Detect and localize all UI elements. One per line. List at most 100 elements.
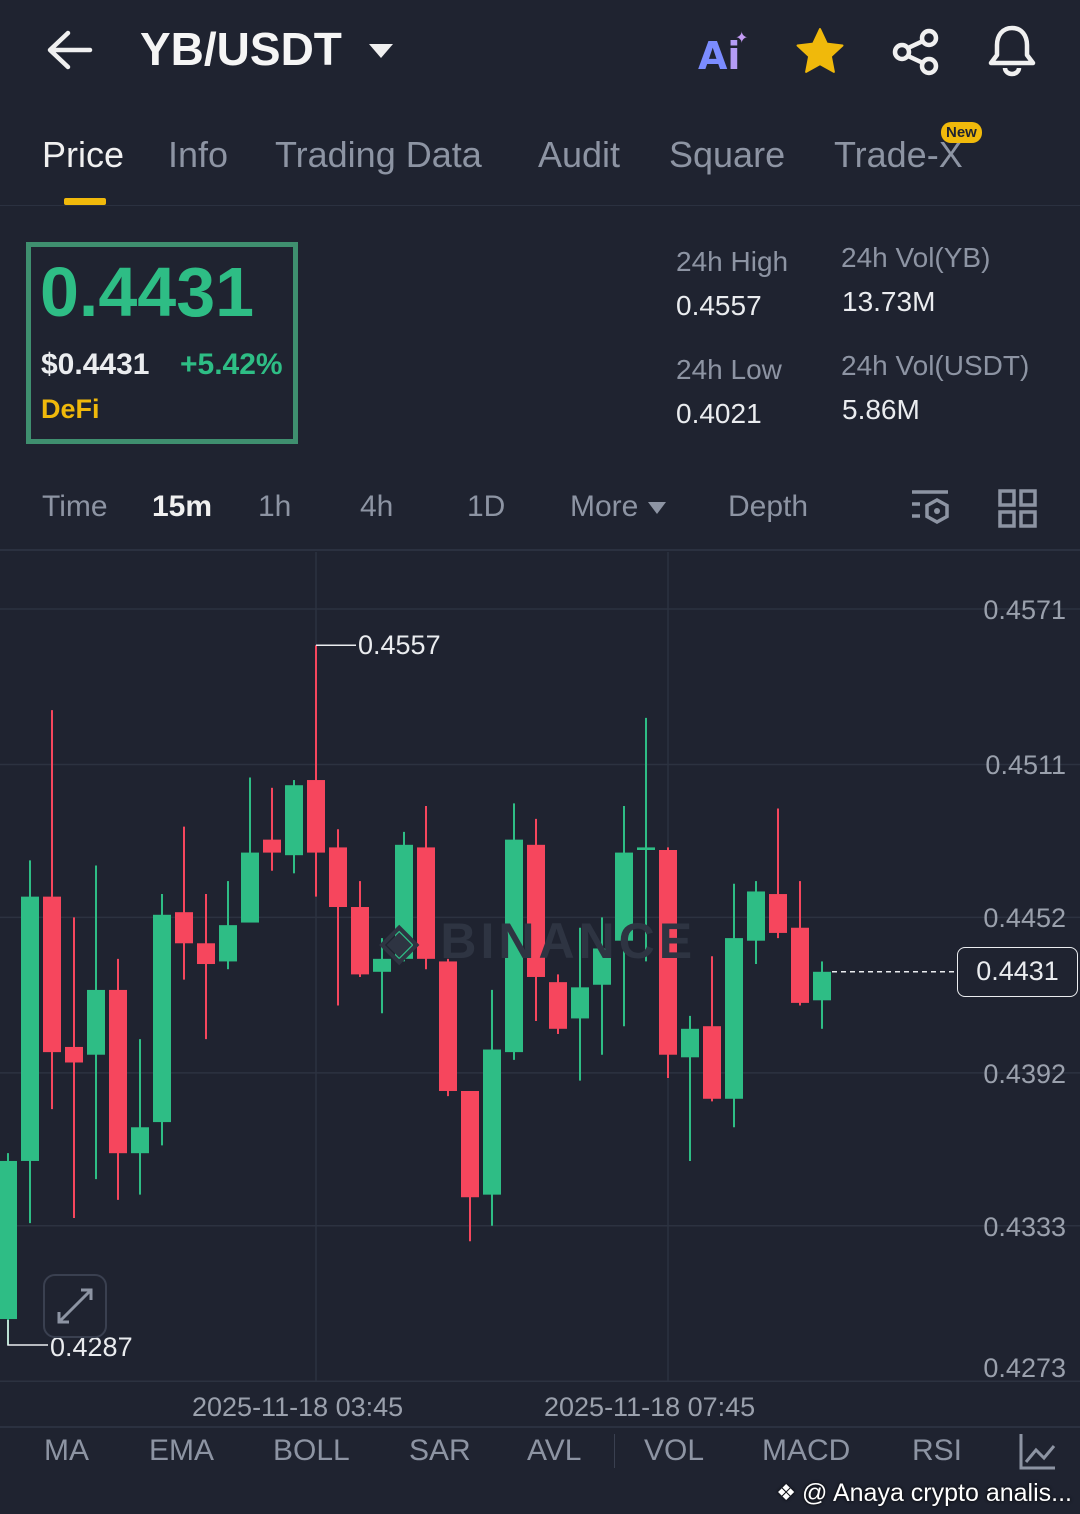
- indicator-avl[interactable]: AVL: [527, 1434, 582, 1467]
- candle-up: [747, 891, 765, 941]
- indicator-ema[interactable]: EMA: [149, 1434, 215, 1467]
- candle-down: [769, 894, 787, 933]
- candle-up: [813, 971, 831, 1001]
- ai-icon[interactable]: Ai ✦: [698, 28, 749, 78]
- x-tick-label: 2025-11-18 07:45: [544, 1392, 756, 1422]
- candle-up: [571, 987, 589, 1019]
- candle-down: [109, 989, 127, 1154]
- candle-up: [395, 844, 413, 959]
- tab-time[interactable]: Time: [42, 490, 108, 523]
- tab-price[interactable]: Price: [42, 134, 125, 175]
- tab-square[interactable]: Square: [669, 134, 786, 175]
- candle-down: [307, 780, 325, 853]
- expand-icon: [57, 1288, 93, 1324]
- layout-grid-icon[interactable]: [998, 489, 1038, 529]
- candle-down: [461, 1090, 479, 1198]
- price-highlight-box: [26, 242, 298, 444]
- candle-up: [505, 839, 523, 1053]
- y-tick-label: 0.4571: [983, 595, 1066, 625]
- watermark-logo: ◈ BINANCE: [380, 913, 697, 969]
- candlestick-chart[interactable]: [0, 552, 1080, 1382]
- candle-down: [197, 943, 215, 965]
- candle-down: [175, 912, 193, 944]
- candle-down: [549, 982, 567, 1029]
- candle-down: [527, 844, 545, 977]
- tab-1h[interactable]: 1h: [258, 490, 292, 523]
- y-tick-label: 0.4452: [983, 903, 1066, 934]
- vol-yb-label: 24h Vol(YB): [841, 242, 991, 273]
- new-badge: New: [941, 122, 982, 143]
- category-tag[interactable]: DeFi: [41, 394, 100, 424]
- current-price-tag: 0.4431: [957, 947, 1078, 997]
- vol-yb-value: 13.73M: [842, 286, 936, 317]
- candle-up: [483, 1049, 501, 1195]
- tab-1d[interactable]: 1D: [467, 490, 506, 523]
- candle-down: [43, 896, 61, 1053]
- y-tick-label: 0.4511: [985, 750, 1066, 781]
- indicator-vol[interactable]: VOL: [644, 1434, 705, 1467]
- candle-down: [791, 927, 809, 1003]
- candle-up: [615, 852, 633, 941]
- indicator-sar[interactable]: SAR: [409, 1434, 471, 1467]
- vol-usdt-value: 5.86M: [842, 394, 920, 425]
- candle-up: [131, 1127, 149, 1154]
- candle-up: [637, 847, 655, 851]
- vol-usdt-label: 24h Vol(USDT): [841, 350, 1030, 381]
- indicator-rsi[interactable]: RSI: [912, 1434, 963, 1467]
- high-value: 0.4557: [676, 290, 762, 321]
- watermark-diamond-icon: ❖: [776, 1480, 797, 1505]
- chevron-down-icon[interactable]: [368, 42, 394, 60]
- candle-up: [0, 1160, 17, 1320]
- bell-icon[interactable]: [986, 24, 1038, 78]
- watermark-text: @ Anaya crypto analis...: [802, 1479, 1072, 1507]
- candle-up: [681, 1028, 699, 1058]
- tab-more[interactable]: More: [570, 490, 667, 524]
- candle-down: [417, 847, 435, 959]
- candle-down: [263, 839, 281, 853]
- candle-up: [87, 989, 105, 1055]
- chart-settings-icon[interactable]: [910, 488, 954, 530]
- low-label: 24h Low: [676, 354, 782, 385]
- divider: [0, 549, 1080, 551]
- high-marker-label: 0.4557: [358, 630, 441, 660]
- candle-down: [329, 847, 347, 908]
- candle-up: [219, 925, 237, 962]
- active-tab-indicator: [64, 198, 106, 205]
- tab-info[interactable]: Info: [168, 134, 229, 175]
- back-arrow-icon: [47, 30, 93, 70]
- candle-up: [725, 938, 743, 1099]
- more-label: More: [570, 490, 639, 523]
- fullscreen-button[interactable]: [43, 1274, 107, 1338]
- tab-bar: Price Info Trading Data Audit Square Tra…: [0, 122, 1080, 206]
- candle-up: [285, 785, 303, 856]
- indicator-boll[interactable]: BOLL: [273, 1434, 350, 1467]
- candle-up: [593, 948, 611, 985]
- tab-trading-data[interactable]: Trading Data: [275, 134, 482, 175]
- candle-up: [373, 958, 391, 972]
- tab-depth[interactable]: Depth: [728, 490, 809, 523]
- indicator-settings-icon[interactable]: [1018, 1432, 1058, 1472]
- tab-trade-x[interactable]: Trade-X: [834, 134, 963, 175]
- indicator-divider: [614, 1434, 615, 1468]
- back-button[interactable]: [44, 28, 94, 72]
- candle-down: [659, 850, 677, 1055]
- candle-down: [351, 907, 369, 975]
- share-icon[interactable]: [890, 26, 942, 78]
- usd-price: $0.4431: [41, 348, 150, 381]
- low-marker-line: [7, 1319, 48, 1346]
- star-icon[interactable]: [795, 27, 845, 75]
- candle-down: [703, 1026, 721, 1099]
- caret-down-icon: [647, 502, 666, 515]
- indicator-macd[interactable]: MACD: [762, 1434, 851, 1467]
- indicator-ma[interactable]: MA: [44, 1434, 89, 1467]
- candle-up: [21, 896, 39, 1161]
- candle-up: [241, 852, 259, 923]
- y-tick-label: 0.4392: [983, 1058, 1066, 1089]
- candle-down: [65, 1046, 83, 1063]
- x-tick-label: 2025-11-18 03:45: [192, 1392, 404, 1422]
- last-price: 0.4431: [40, 253, 255, 331]
- tab-4h[interactable]: 4h: [360, 490, 394, 523]
- tab-15m[interactable]: 15m: [152, 490, 213, 523]
- pair-title[interactable]: YB/USDT: [140, 23, 342, 75]
- tab-audit[interactable]: Audit: [538, 134, 621, 175]
